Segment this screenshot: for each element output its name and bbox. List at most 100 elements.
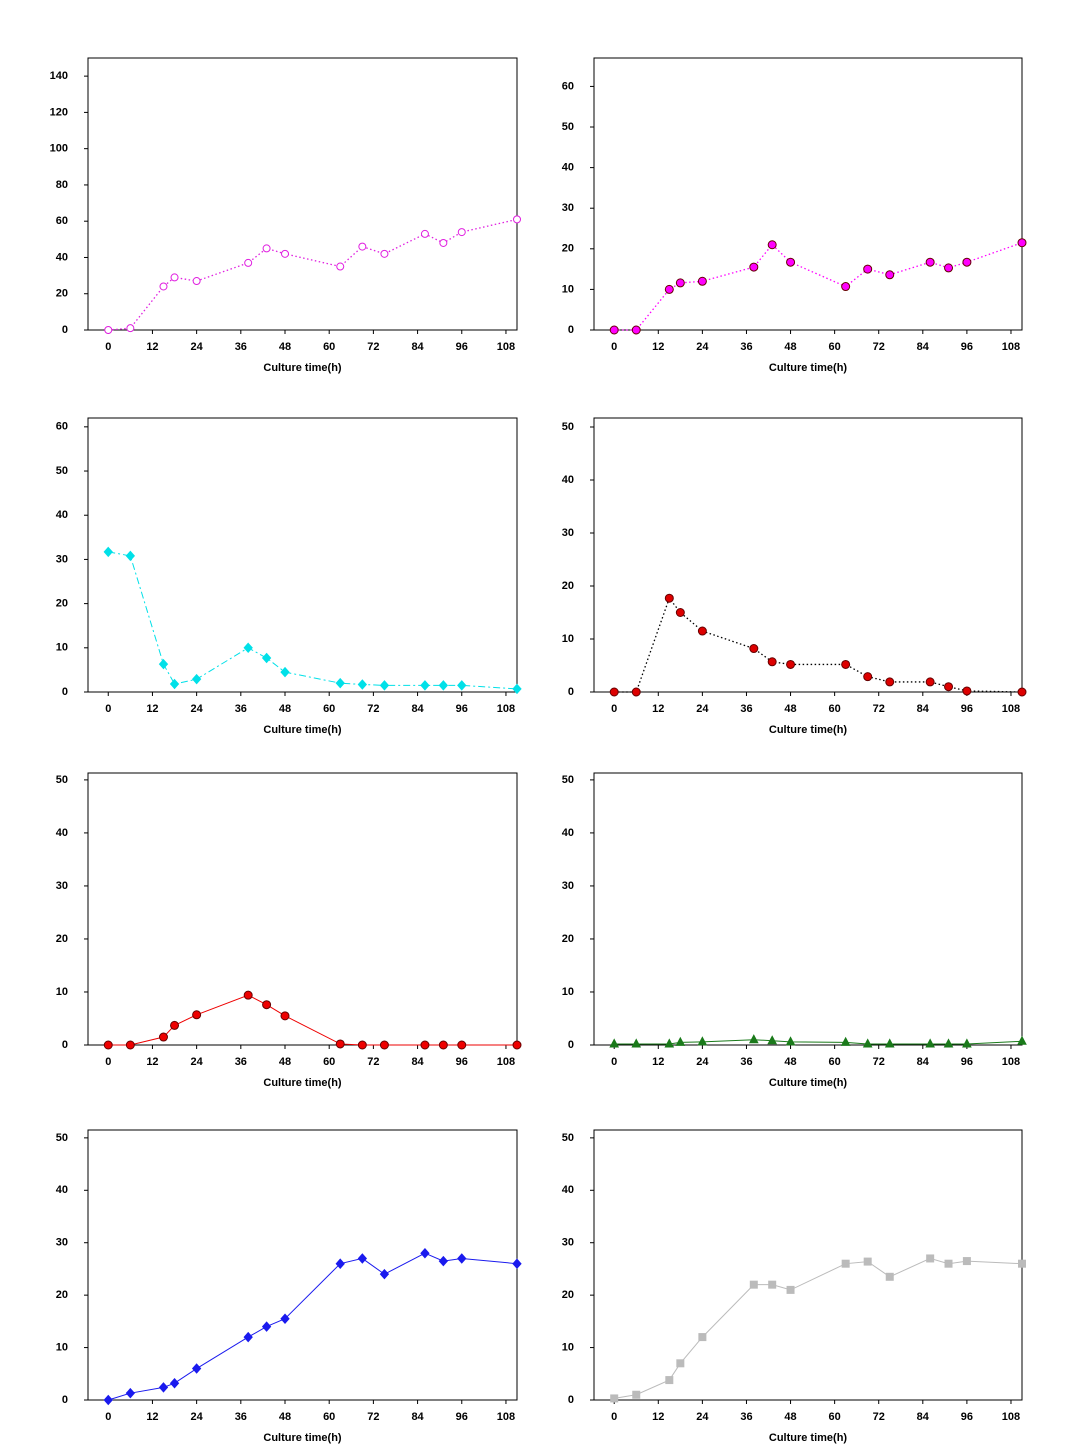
marker (357, 1253, 368, 1264)
plot-frame (87, 772, 518, 1046)
y-tick-label: 30 (562, 527, 574, 539)
y-tick-label: 50 (562, 421, 574, 433)
x-tick-label: 72 (873, 703, 885, 715)
y-tick-label: 20 (562, 1289, 574, 1301)
y-tick-label: 30 (56, 1237, 68, 1249)
y-tick-label: 100 (50, 143, 68, 155)
marker (126, 324, 135, 333)
y-tick-label: 20 (56, 1289, 68, 1301)
marker (631, 1038, 642, 1048)
marker (513, 215, 521, 224)
marker (885, 270, 895, 280)
marker (457, 1040, 467, 1050)
marker (379, 1268, 390, 1280)
marker (841, 659, 851, 669)
y-tick-label: 10 (56, 1341, 68, 1353)
marker (862, 1038, 873, 1048)
marker (841, 1259, 850, 1268)
x-axis-label: Culture time(h) (769, 724, 848, 736)
marker (1018, 1259, 1026, 1268)
marker (841, 282, 851, 292)
x-tick-label: 0 (611, 1411, 617, 1423)
x-axis-label: Culture time(h) (263, 724, 342, 736)
y-tick-label: 20 (56, 288, 68, 300)
y-tick-label: 30 (56, 553, 68, 565)
series-line (614, 242, 1023, 331)
x-tick-label: 36 (235, 341, 247, 353)
marker (664, 284, 674, 294)
marker (379, 1040, 389, 1050)
x-tick-label: 108 (497, 703, 515, 715)
marker (767, 657, 777, 667)
y-tick-label: 40 (56, 1184, 68, 1196)
marker (192, 277, 201, 286)
x-tick-label: 12 (652, 1411, 664, 1423)
marker (962, 1038, 972, 1048)
x-tick-label: 12 (652, 341, 664, 353)
marker (104, 326, 113, 334)
x-tick-label: 84 (917, 1411, 930, 1423)
marker (438, 1040, 448, 1050)
marker (962, 686, 972, 696)
marker (749, 644, 759, 654)
marker (1017, 687, 1027, 697)
x-tick-label: 36 (235, 1056, 247, 1068)
x-tick-label: 24 (191, 1411, 204, 1423)
marker (457, 1253, 467, 1264)
y-tick-label: 0 (62, 686, 68, 698)
marker (280, 1011, 290, 1021)
marker (261, 652, 272, 664)
marker (697, 276, 707, 286)
marker (748, 1034, 759, 1044)
x-tick-label: 12 (652, 1056, 664, 1068)
y-tick-label: 30 (56, 880, 68, 892)
x-tick-label: 96 (961, 1411, 973, 1423)
marker (786, 1285, 795, 1294)
plot-frame (593, 1129, 1023, 1401)
marker (609, 687, 619, 697)
x-tick-label: 48 (784, 341, 796, 353)
y-tick-label: 50 (562, 121, 574, 133)
marker (863, 1257, 872, 1266)
marker (281, 249, 290, 258)
y-tick-label: 10 (562, 986, 574, 998)
series-line (614, 596, 1023, 693)
x-tick-label: 72 (367, 341, 379, 353)
marker (457, 680, 467, 691)
x-tick-label: 60 (323, 1411, 335, 1423)
x-tick-label: 48 (784, 1056, 796, 1068)
x-tick-label: 48 (784, 1411, 796, 1423)
x-tick-label: 96 (456, 1056, 468, 1068)
marker (158, 658, 169, 670)
marker (280, 666, 290, 678)
x-tick-label: 36 (235, 1411, 247, 1423)
y-tick-label: 60 (562, 80, 574, 92)
marker (169, 678, 180, 690)
marker (125, 550, 136, 562)
x-axis-label: Culture time(h) (263, 1432, 342, 1444)
marker (767, 240, 777, 250)
marker (357, 679, 368, 690)
y-tick-label: 0 (568, 686, 574, 698)
marker (191, 673, 202, 685)
plot-frame (87, 417, 518, 693)
x-tick-label: 0 (105, 1056, 111, 1068)
marker (243, 1331, 253, 1343)
marker (749, 1280, 758, 1289)
marker (261, 1321, 272, 1332)
x-tick-label: 84 (917, 341, 930, 353)
marker (962, 1257, 971, 1266)
x-tick-label: 60 (323, 341, 335, 353)
x-tick-label: 0 (611, 341, 617, 353)
y-tick-label: 40 (562, 474, 574, 486)
marker (884, 1038, 895, 1048)
x-tick-label: 60 (829, 341, 841, 353)
x-tick-label: 60 (323, 703, 335, 715)
x-tick-label: 108 (1002, 1411, 1020, 1423)
y-tick-label: 40 (56, 251, 68, 263)
y-tick-label: 20 (56, 933, 68, 945)
marker (357, 1040, 367, 1050)
y-tick-label: 60 (56, 215, 68, 227)
marker (749, 262, 759, 272)
panel: 0 10 20 30 40 50 0 12 24 36 48 60 72 84 96 108 Culture t… (562, 1129, 1026, 1444)
